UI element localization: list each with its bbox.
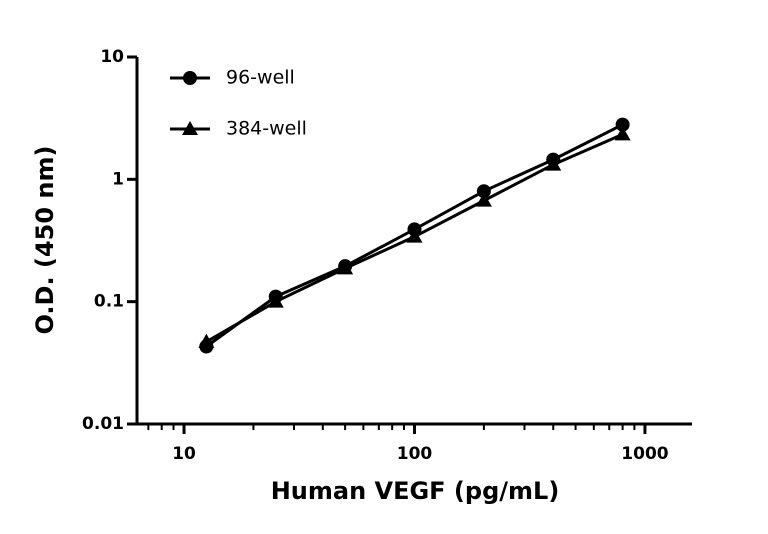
- legend-label: 384-well: [226, 118, 307, 140]
- marker: [545, 156, 562, 171]
- x-axis-title: Human VEGF (pg/mL): [271, 477, 560, 505]
- marker: [267, 293, 284, 308]
- y-tick-label: 10: [100, 47, 124, 67]
- y-tick-label: 0.1: [94, 292, 124, 312]
- marker: [475, 192, 492, 207]
- x-tick-label: 1000: [621, 444, 668, 464]
- legend-label: 96-well: [226, 67, 295, 89]
- x-tick-label: 10: [172, 444, 196, 464]
- marker: [615, 117, 630, 132]
- y-tick-label: 1: [112, 169, 124, 189]
- marker: [337, 260, 354, 275]
- y-axis-title: O.D. (450 nm): [31, 146, 59, 335]
- marker: [476, 184, 491, 199]
- x-tick-label: 100: [397, 444, 433, 464]
- marker: [614, 126, 631, 141]
- y-tick-label: 0.01: [82, 414, 124, 434]
- marker: [198, 333, 215, 348]
- marker: [182, 121, 198, 135]
- marker: [183, 71, 197, 85]
- marker: [406, 228, 423, 243]
